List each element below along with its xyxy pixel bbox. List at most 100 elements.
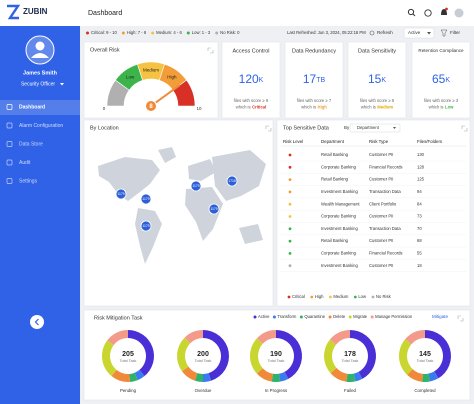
search-icon[interactable] [412,13,416,17]
sidebar [0,26,80,404]
metric-card [284,41,344,119]
location-bubble[interactable] [140,193,152,205]
donut-segment [134,369,145,381]
continent [135,208,162,264]
user-avatar[interactable] [454,8,464,18]
file-count: 128 [417,164,425,169]
expand-icon[interactable] [457,315,464,322]
menu-item[interactable]: Data Store [19,141,43,147]
file-count: 84 [417,201,422,206]
legend-label: Delete [333,314,346,319]
donut-segment [128,330,155,377]
location-bubble[interactable] [208,203,220,215]
menu-icon [6,141,13,147]
top-icons[interactable] [407,7,464,18]
risk-type: Transaction Data [369,226,401,231]
filter-icon[interactable] [440,29,448,37]
metric-number: 65 [432,72,446,86]
dropdown-caret [427,32,431,35]
search-icon[interactable] [407,8,415,16]
risk-dot [288,153,292,157]
menu-item[interactable]: Settings [19,178,38,184]
menu-icon [6,159,13,166]
donut-caption: Total Task [195,359,212,363]
risk-dot [288,202,292,206]
filter-button[interactable]: Filter [450,30,461,35]
expand-icon[interactable] [207,47,214,54]
donut-segment [329,330,350,345]
metric-level-line: which is Critical [236,105,267,110]
file-count: 68 [417,238,422,243]
metric-note: files with score ≥ 5 [360,98,395,103]
donut-segment [181,366,198,381]
donut-status: Failed [344,388,357,393]
menu-icon [6,104,13,110]
location-bubble[interactable] [190,180,202,192]
expand-icon[interactable] [461,125,468,132]
file-count: 18 [417,263,422,268]
metric-unit: K [445,77,450,84]
donut-status: Overdue [195,388,212,393]
legend-dot [310,295,314,299]
collapse-button[interactable] [30,315,44,329]
user-role[interactable]: Security Officer [21,81,55,87]
legend-label: Manage Permission [375,314,413,319]
donut-caption: Total Task [120,359,137,363]
continent [98,157,160,201]
file-count: 125 [417,177,425,182]
donut-caption: Total Task [268,359,285,363]
donut-segment [407,369,424,382]
metric-unit: K [381,77,386,84]
legend-label: Medium [333,294,348,299]
donut-segment [129,372,138,382]
donut-caption: Total Task [342,359,359,363]
group-by-select[interactable] [349,123,401,133]
legend-dot [328,315,332,319]
risk-dot [288,227,292,231]
status-select[interactable] [403,27,435,39]
group-by-value[interactable]: Department [357,125,380,130]
page-title: Dashboard [88,10,122,17]
location-bubble[interactable] [226,175,238,187]
metric-title: Access Control [233,48,270,54]
metric-number: 120 [239,72,259,86]
bell-icon[interactable] [441,9,447,15]
expand-icon[interactable] [265,125,272,132]
legend-dot [121,31,125,35]
menu-item[interactable]: Alarm Configuration [19,123,63,129]
department: Retail Banking [321,238,349,243]
card-title: Top Sensitive Data [283,125,330,131]
menu-item[interactable]: Dashboard [19,104,45,110]
menu-active-bg [0,100,80,115]
metric-note: files with score ≥ 9 [234,98,269,103]
card-title: Risk Mitigation Task [94,315,143,321]
department: Corporate Banking [321,251,357,256]
refresh-button[interactable]: Refresh [377,30,393,35]
legend-label: High: 7 - 8 [127,30,147,35]
department: Corporate Banking [321,214,357,219]
gauge-hub [145,100,157,112]
legend-label: Active [258,314,270,319]
donut-status: In Progress [265,388,288,393]
metric-note-text: files with score ≥ 3 [424,98,459,103]
mitigate-link[interactable]: Mitigate [432,314,449,319]
department: Retail Banking [321,152,349,157]
menu-icon [6,178,13,184]
continent [188,159,216,181]
donut-segment [278,371,289,382]
metric-card [347,41,407,119]
help-icon[interactable] [424,9,432,17]
gauge-band-label: Low [126,74,135,79]
metric-value: 65K [432,72,450,86]
metric-number: 15 [368,72,382,86]
location-bubble[interactable] [115,188,127,200]
risk-dot [288,165,292,169]
location-count: 1179 [210,207,217,211]
status-value[interactable]: Active [408,30,421,35]
continent [212,150,266,201]
risk-type: Customer PII [369,238,393,243]
metric-level-line: which is Medium [361,105,394,110]
refresh-icon[interactable] [369,30,375,36]
menu-item[interactable]: Audit [19,160,31,166]
location-bubble[interactable] [140,220,152,232]
